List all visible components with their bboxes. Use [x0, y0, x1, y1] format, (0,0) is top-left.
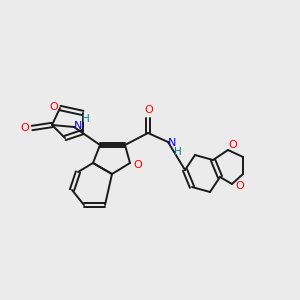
Text: O: O [50, 102, 58, 112]
Text: O: O [145, 105, 153, 115]
Text: N: N [74, 121, 82, 131]
Text: O: O [134, 160, 142, 170]
Text: O: O [236, 181, 244, 191]
Text: H: H [174, 147, 182, 157]
Text: H: H [82, 114, 90, 124]
Text: O: O [21, 123, 29, 133]
Text: O: O [229, 140, 237, 150]
Text: N: N [168, 138, 176, 148]
